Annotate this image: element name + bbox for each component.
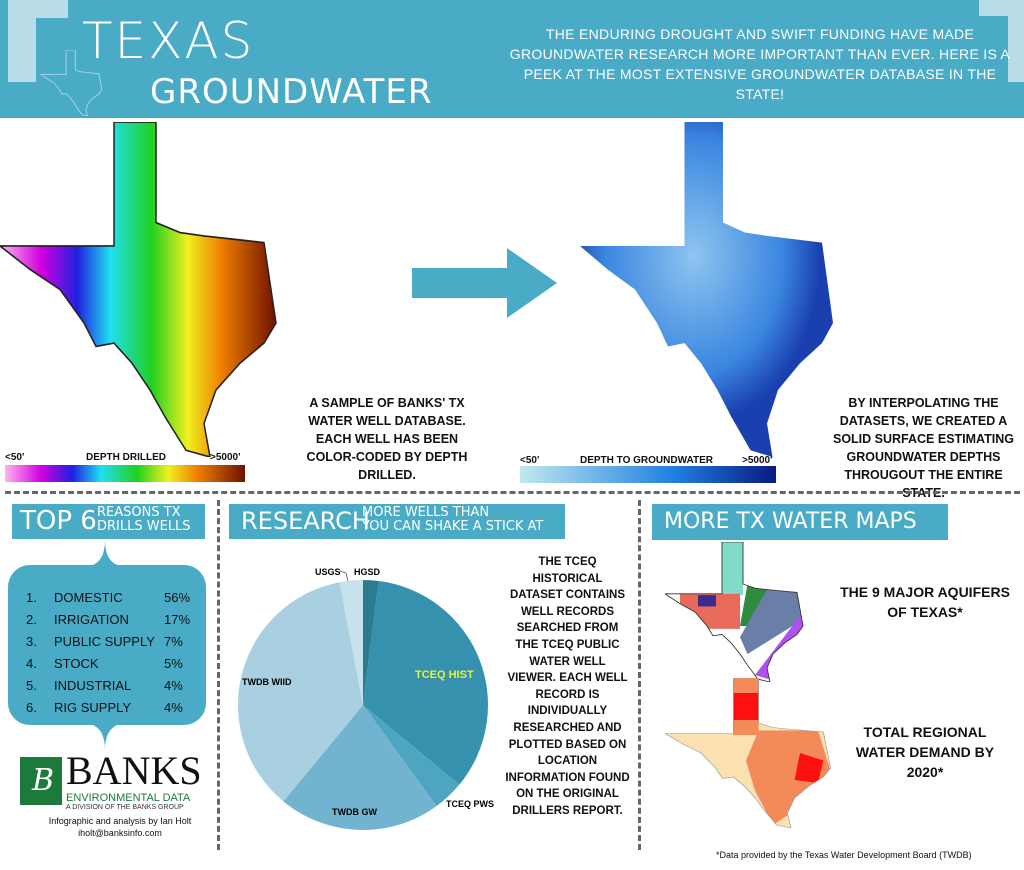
top6-banner: TOP 6 REASONS TX DRILLS WELLS [12,504,205,539]
reason-n: 4. [26,655,37,671]
reason-pct: 5% [164,655,183,671]
divider [638,500,641,850]
surface-map-caption: BY INTERPOLATING THE DATASETS, WE CREATE… [832,396,1015,500]
pie-label-twdb-wiid: TWDB WIID [242,677,292,687]
more-maps-banner: MORE TX WATER MAPS [652,504,948,540]
demand-caption: TOTAL REGIONAL WATER DEMAND BY 2020* [855,724,995,780]
reason-n: 6. [26,699,37,715]
reason-item: 3. PUBLIC SUPPLY 7% [8,630,206,652]
reason-item: 6. RIG SUPPLY 4% [8,696,206,718]
leader-line [339,570,349,582]
legend-title: DEPTH DRILLED [86,452,166,463]
corner-decoration [1008,0,1024,82]
reason-item: 2. IRRIGATION 17% [8,608,206,630]
reason-pct: 7% [164,633,183,649]
pie-label-hgsd: HGSD [354,567,381,577]
footnote: *Data provided by the Texas Water Develo… [716,850,972,860]
reason-label: PUBLIC SUPPLY [54,633,155,649]
intro-text: THE ENDURING DROUGHT AND SWIFT FUNDING H… [509,26,1011,102]
research-description: THE TCEQ HISTORICAL DATASET CONTAINS WEL… [505,556,630,817]
pie-label-tceq-hist: TCEQ HIST [415,669,474,681]
banks-logo-icon: B [20,757,62,805]
groundwater-depth-scale [520,466,776,483]
water-demand-map [665,678,832,828]
reasons-list: 1. DOMESTIC 56% 2. IRRIGATION 17% 3. PUBLIC SUP… [8,565,206,725]
reason-label: INDUSTRIAL [54,677,132,693]
reason-label: STOCK [54,655,99,671]
well-map-caption: A SAMPLE OF BANKS' TX WATER WELL DATABAS… [306,396,468,482]
aquifers-caption: THE 9 MAJOR AQUIFERS OF TEXAS* [840,584,1010,620]
legend-min: <50' [520,455,540,466]
more-maps-title: MORE TX WATER MAPS [664,509,917,534]
pie-slice-tceq-hist [363,580,488,785]
top6-title: TOP 6 [20,506,97,536]
pie-slice-usgs [339,580,363,705]
legend-title: DEPTH TO GROUNDWATER [580,455,713,466]
reason-label: RIG SUPPLY [54,699,132,715]
divider [217,500,220,850]
pie-label-usgs: USGS [315,567,341,577]
divider [5,491,1020,494]
reason-item: 1. DOMESTIC 56% [8,586,206,608]
reason-n: 5. [26,677,37,693]
logo-name: BANKS [66,748,202,793]
reason-label: DOMESTIC [54,589,123,605]
reason-n: 2. [26,611,37,627]
reason-n: 3. [26,633,37,649]
reason-pct: 4% [164,677,183,693]
notch-decoration [90,540,120,566]
notch-decoration [90,724,120,750]
header-banner: TEXAS GROUNDWATER THE ENDURING DROUGHT A… [0,0,1024,118]
title-texas: TEXAS [82,12,255,70]
research-banner: RESEARCH MORE WELLS THAN YOU CAN SHAKE A … [229,504,565,539]
pie-label-tceq-pws: TCEQ PWS [446,799,494,809]
research-title: RESEARCH [241,507,370,535]
legend-max: >5000' [742,455,773,466]
groundwater-depth-map [580,122,833,457]
credit: Infographic and analysis by Ian Holt [48,816,192,826]
research-subtitle: MORE WELLS THAN YOU CAN SHAKE A STICK AT [362,505,544,534]
top6-subtitle: REASONS TX DRILLS WELLS [97,505,191,534]
arrow-right-icon [412,248,557,318]
pie-slice-tceq-pws [363,705,460,807]
corner-decoration [8,0,68,18]
logo-subtitle: ENVIRONMENTAL DATA [66,792,191,804]
pie-chart: USGS HGSD TCEQ HIST TCEQ PWS TWDB GW TWD… [238,567,494,830]
aquifers-map [665,542,804,682]
pie-slice-twdb-gw [283,705,437,830]
reason-n: 1. [26,589,37,605]
email-link[interactable]: iholt@banksinfo.com [78,828,162,838]
reason-item: 5. INDUSTRIAL 4% [8,674,206,696]
logo-division: A DIVISION OF THE BANKS GROUP [66,804,184,811]
reason-pct: 17% [164,611,191,627]
legend-max: >5000' [210,452,241,463]
pie-slice-hgsd [363,580,379,705]
reason-pct: 4% [164,699,183,715]
pie-slice-twdb-wiid [238,582,363,802]
reason-pct: 56% [164,589,191,605]
title-groundwater: GROUNDWATER [150,72,433,112]
reason-label: IRRIGATION [54,611,129,627]
well-depth-map [0,122,278,457]
pie-label-twdb-gw: TWDB GW [332,807,377,817]
legend-min: <50' [5,452,25,463]
depth-drilled-scale [5,465,245,482]
reason-item: 4. STOCK 5% [8,652,206,674]
